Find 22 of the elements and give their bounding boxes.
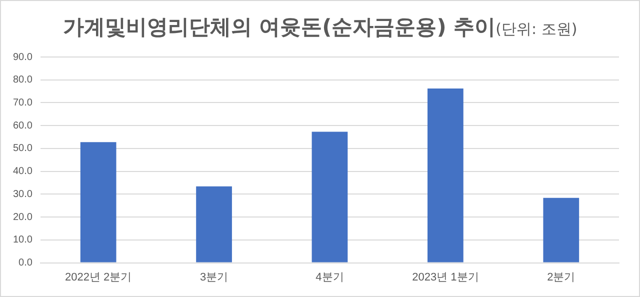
x-tick-label: 2분기 <box>547 271 576 284</box>
chart-title: 가계및비영리단체의 여윳돈(순자금운용) 추이 <box>62 15 496 39</box>
bar <box>312 132 348 262</box>
y-tick-label: 80.0 <box>12 74 33 86</box>
y-tick-label: 0.0 <box>18 258 33 269</box>
x-tick-label: 2023년 1분기 <box>412 271 479 284</box>
y-tick-label: 40.0 <box>12 166 33 178</box>
x-tick-label: 2022년 2분기 <box>64 271 132 284</box>
y-tick-label: 20.0 <box>12 212 33 223</box>
y-tick-label: 10.0 <box>12 234 33 246</box>
y-tick-label: 50.0 <box>12 143 33 154</box>
y-tick-label: 30.0 <box>12 188 33 200</box>
bar <box>80 142 116 262</box>
bar <box>428 88 464 262</box>
y-tick-label: 60.0 <box>12 120 33 132</box>
bar <box>196 186 232 262</box>
x-tick-label: 3분기 <box>200 271 228 284</box>
y-tick-label: 70.0 <box>12 97 33 108</box>
y-tick-label: 90.0 <box>12 52 33 63</box>
chart-subtitle: (단위: 조원) <box>496 20 578 38</box>
x-tick-label: 4분기 <box>316 271 344 284</box>
bar <box>543 198 580 262</box>
